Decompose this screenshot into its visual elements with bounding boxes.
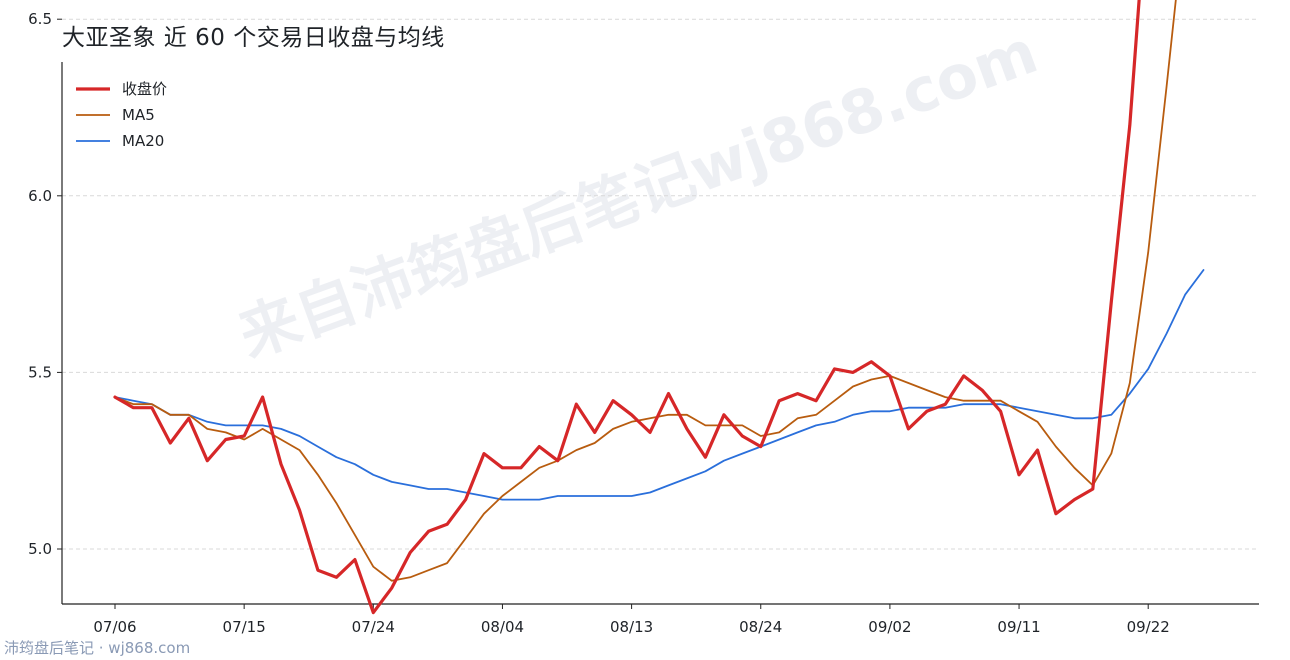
y-tick-label: 5.0: [28, 540, 52, 558]
x-tick-label: 08/13: [610, 618, 653, 636]
legend-ma20-label: MA20: [122, 132, 164, 150]
grid-lines: [62, 18, 1259, 550]
y-axis-ticks: 5.05.56.06.57.07.5: [28, 10, 62, 558]
x-tick-label: 07/06: [93, 618, 136, 636]
axes: [61, 62, 1259, 605]
legend-ma5-label: MA5: [122, 106, 155, 124]
y-tick-label: 5.5: [28, 363, 52, 381]
x-tick-label: 09/22: [1127, 618, 1170, 636]
y-tick-label: 6.5: [28, 10, 52, 28]
series-lines: 6.84: [113, 0, 1205, 615]
legend: 收盘价 MA5 MA20: [76, 80, 167, 150]
watermark-text: 来自沛筠盘后笔记wj868.com: [230, 17, 1046, 371]
legend-close-price-label: 收盘价: [122, 80, 167, 98]
y-tick-label: 6.0: [28, 187, 52, 205]
chart-title: 大亚圣象 近 60 个交易日收盘与均线: [62, 25, 445, 51]
close-price-line: [113, 0, 1141, 615]
x-tick-label: 09/02: [868, 618, 911, 636]
x-axis-ticks: 07/06 07/15 07/24 08/04 08/13 08/24 09/02 09/11…: [93, 604, 1170, 636]
x-tick-label: 07/24: [352, 618, 395, 636]
x-tick-label: 09/11: [997, 618, 1040, 636]
ma20-line: [114, 269, 1205, 501]
footer-source-text: 沛筠盘后笔记 · wj868.com: [4, 639, 191, 657]
x-tick-label: 08/24: [739, 618, 782, 636]
x-tick-label: 07/15: [223, 618, 266, 636]
x-tick-label: 08/04: [481, 618, 524, 636]
